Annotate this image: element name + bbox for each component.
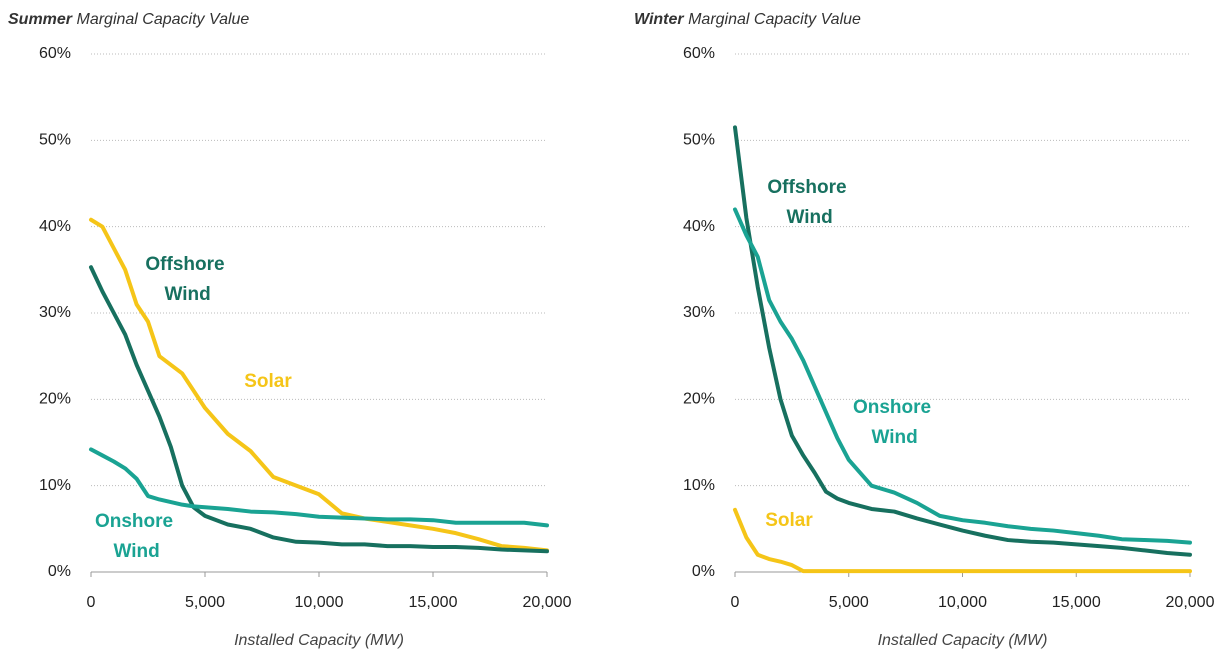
y-tick-label: 0% (48, 563, 71, 580)
series-label: Offshore Wind (767, 177, 846, 228)
series-line (733, 125, 1192, 557)
series-label: Solar (244, 371, 292, 392)
x-axis-label: Installed Capacity (MW) (878, 632, 1048, 649)
series-line (733, 207, 1192, 545)
x-tick-label: 15,000 (409, 594, 458, 611)
y-tick-label: 60% (683, 45, 715, 62)
series-line (89, 217, 549, 553)
series-label: Solar (765, 510, 813, 531)
x-axis-label: Installed Capacity (MW) (234, 632, 404, 649)
x-tick-label: 20,000 (1166, 594, 1215, 611)
y-tick-label: 30% (683, 304, 715, 321)
series-line (733, 507, 1192, 574)
y-tick-label: 50% (39, 132, 71, 149)
chart-title: Summer Marginal Capacity Value (8, 11, 249, 28)
x-tick-label: 5,000 (829, 594, 869, 611)
y-tick-label: 40% (683, 218, 715, 235)
y-tick-label: 10% (683, 477, 715, 494)
title-text: Marginal Capacity Value (688, 11, 861, 28)
title-text: Marginal Capacity Value (76, 11, 249, 28)
chart: Summer Marginal Capacity Value 0% 10% 20% 30… (8, 11, 572, 649)
series-line (89, 447, 549, 528)
y-tick-label: 20% (683, 391, 715, 408)
y-tick-label: 30% (39, 304, 71, 321)
series-label: Onshore Wind (95, 511, 173, 562)
y-tick-label: 40% (39, 218, 71, 235)
y-tick-label: 20% (39, 391, 71, 408)
x-tick-label: 5,000 (185, 594, 225, 611)
series-label: Onshore Wind (853, 397, 931, 448)
series-line (89, 265, 549, 554)
x-tick-label: 20,000 (523, 594, 572, 611)
x-tick-label: 10,000 (938, 594, 987, 611)
chart-title: Winter Marginal Capacity Value (634, 11, 861, 28)
y-tick-label: 60% (39, 45, 71, 62)
y-tick-label: 10% (39, 477, 71, 494)
chart: Winter Marginal Capacity Value 0% 10% 20% 30… (634, 11, 1215, 649)
x-tick-label: 0 (731, 594, 740, 611)
y-tick-label: 50% (683, 132, 715, 149)
title-season: Winter (634, 11, 684, 28)
series-label: Offshore Wind (145, 254, 224, 305)
title-season: Summer (8, 11, 73, 28)
x-tick-label: 0 (87, 594, 96, 611)
y-tick-label: 0% (692, 563, 715, 580)
x-tick-label: 10,000 (295, 594, 344, 611)
x-tick-label: 15,000 (1052, 594, 1101, 611)
